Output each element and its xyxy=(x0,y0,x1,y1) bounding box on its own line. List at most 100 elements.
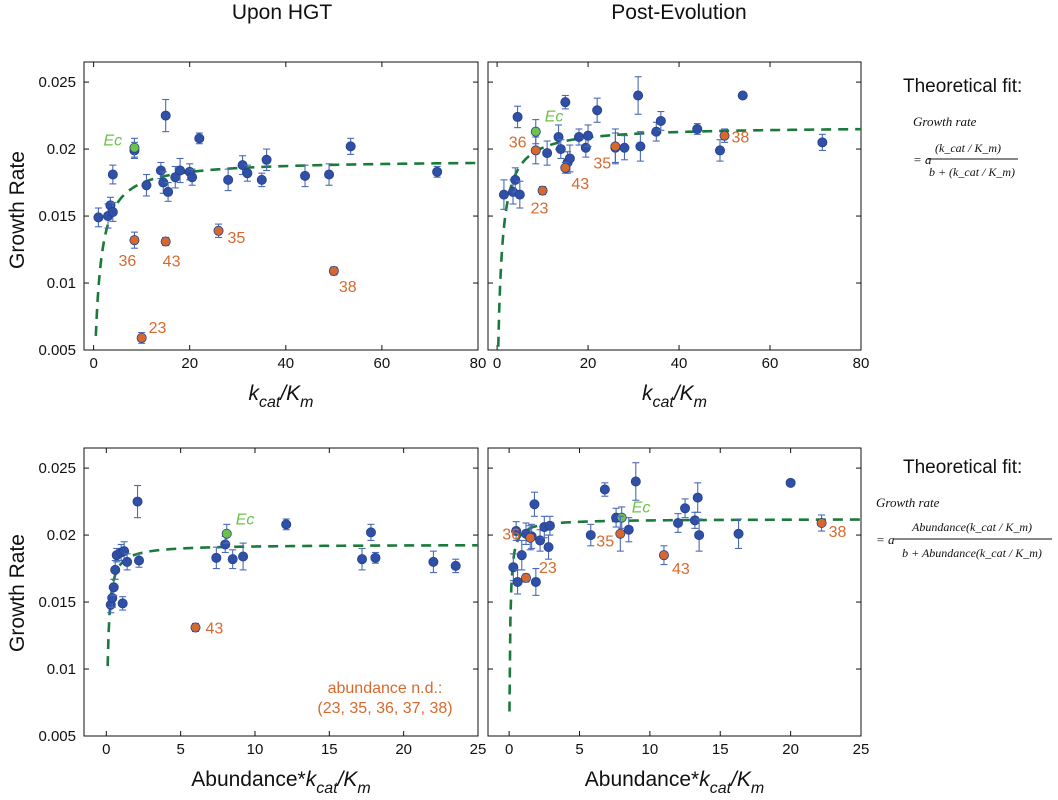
data-point xyxy=(365,523,376,541)
formula-top: Growth rate = a (k_cat / K_m) b + (k_cat… xyxy=(913,114,1018,179)
data-point xyxy=(261,148,272,172)
marker xyxy=(242,168,253,179)
svg-text:= a: = a xyxy=(913,152,932,167)
data-point xyxy=(324,163,335,186)
marker xyxy=(655,115,666,126)
y-tick-label: 0.015 xyxy=(38,208,76,225)
marker xyxy=(93,212,104,223)
data-point-highlight: 38 xyxy=(816,514,846,541)
marker xyxy=(213,225,224,236)
marker xyxy=(543,542,554,553)
y-tick-label: 0.01 xyxy=(47,661,76,678)
marker xyxy=(719,130,730,141)
marker xyxy=(529,499,540,510)
x-tick-label: 80 xyxy=(470,355,487,372)
x-axis-label: kcat/Km xyxy=(248,382,313,411)
marker xyxy=(817,137,828,148)
data-point xyxy=(281,518,292,531)
data-point xyxy=(223,168,234,192)
marker xyxy=(633,90,644,101)
data-point xyxy=(256,172,267,188)
data-point xyxy=(619,135,630,161)
data-point xyxy=(529,491,540,517)
y-tick-label: 0.015 xyxy=(38,594,76,611)
marker xyxy=(117,598,128,609)
data-point xyxy=(535,529,546,552)
fit-curve xyxy=(106,543,478,667)
marker xyxy=(714,145,725,156)
marker xyxy=(616,512,627,523)
point-label: 36 xyxy=(502,527,520,544)
marker xyxy=(583,130,594,141)
fit-curve xyxy=(94,161,479,336)
data-point xyxy=(242,164,253,182)
marker xyxy=(511,526,522,537)
marker xyxy=(175,165,186,176)
marker xyxy=(692,123,703,134)
data-point-highlight: 23 xyxy=(531,185,548,218)
plot-frame xyxy=(83,61,479,351)
plot-frame xyxy=(487,447,862,737)
data-point xyxy=(635,131,646,162)
data-point-highlight: 43 xyxy=(160,236,181,270)
data-point xyxy=(158,171,169,194)
data-point xyxy=(630,462,641,501)
marker xyxy=(281,519,292,530)
marker xyxy=(615,528,626,539)
marker xyxy=(512,111,523,122)
x-tick-label: 0 xyxy=(102,741,110,758)
theoretical-fit-title-bottom: Theoretical fit: xyxy=(903,457,1022,478)
marker xyxy=(129,142,140,153)
y-axis-label-top: Growth Rate xyxy=(6,151,29,269)
x-tick-label: 15 xyxy=(321,741,338,758)
marker xyxy=(110,564,121,575)
chart-panel-top-left: 0 20 40 60 80 0.005 0.01 0.015 0.02 0.025 kcat/Km E… xyxy=(38,61,487,411)
x-tick-label: 40 xyxy=(671,355,688,372)
marker xyxy=(450,560,461,571)
x-tick-label: 60 xyxy=(374,355,391,372)
svg-text:Abundance(k_cat / K_m): Abundance(k_cat / K_m) xyxy=(911,520,1032,534)
data-point xyxy=(498,179,509,210)
data-point xyxy=(692,482,703,513)
data-point xyxy=(583,124,594,147)
point-label: Ec xyxy=(632,500,651,517)
data-point-highlight: 23 xyxy=(136,320,167,344)
marker xyxy=(220,539,231,550)
point-label: 43 xyxy=(206,620,224,637)
data-point xyxy=(623,517,634,543)
data-point-highlight: 36 xyxy=(502,525,536,551)
data-point-highlight: 35 xyxy=(596,515,626,552)
data-point xyxy=(300,164,311,188)
plot-frame xyxy=(83,447,479,737)
marker xyxy=(357,554,368,565)
marker xyxy=(521,572,532,583)
plot-frame xyxy=(487,61,862,351)
marker xyxy=(573,132,584,143)
data-point xyxy=(220,535,231,554)
point-label: 35 xyxy=(593,155,611,172)
data-point-highlight: 23 xyxy=(521,560,557,583)
marker xyxy=(555,144,566,155)
data-point xyxy=(516,539,527,571)
marker xyxy=(816,518,827,529)
data-point xyxy=(194,132,205,145)
marker xyxy=(560,162,571,173)
data-point xyxy=(107,202,118,222)
chart-panel-bottom-left: 0 5 10 15 20 25 0.005 0.01 0.015 0.02 0.025 Abundan… xyxy=(38,447,486,797)
fit-curve xyxy=(496,127,861,347)
fit-curve xyxy=(508,518,861,712)
point-label: 23 xyxy=(149,320,167,337)
marker xyxy=(194,133,205,144)
data-point xyxy=(680,498,691,519)
marker xyxy=(694,530,705,541)
data-point xyxy=(187,168,198,186)
marker xyxy=(635,141,646,152)
marker xyxy=(599,484,610,495)
svg-text:(k_cat / K_m): (k_cat / K_m) xyxy=(935,141,1001,155)
marker xyxy=(525,532,536,543)
data-point xyxy=(428,550,439,574)
marker xyxy=(692,492,703,503)
data-point xyxy=(737,90,748,101)
marker xyxy=(345,141,356,152)
